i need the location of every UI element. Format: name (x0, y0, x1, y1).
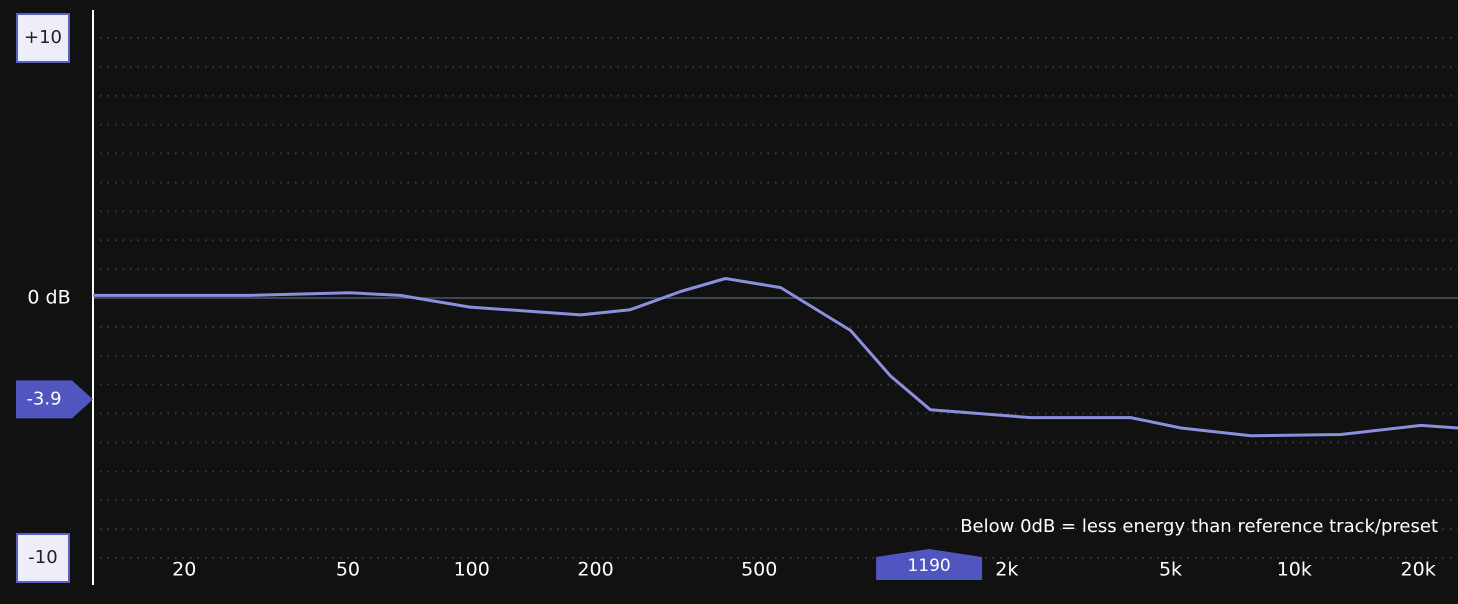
x-tick-label: 50 (336, 559, 360, 581)
x-tick-label: 200 (577, 559, 613, 581)
x-tick-label: 20k (1401, 559, 1436, 581)
annotation: Below 0dB = less energy than reference t… (960, 516, 1438, 537)
x-tick-label: 100 (454, 559, 490, 581)
x-tick-label: 500 (741, 559, 777, 581)
x-tick-label: 10k (1277, 559, 1312, 581)
y-tick-box (16, 13, 70, 63)
cursor-x-label: 1190 (907, 556, 950, 576)
x-tick-label: 2k (995, 559, 1018, 581)
y-tick-label: 0 dB (27, 287, 70, 309)
cursor-x-badge (876, 549, 983, 580)
y-tick-label: +10 (24, 27, 62, 48)
y-tick-label: -10 (28, 547, 57, 568)
eq-curve (93, 277, 1458, 438)
x-tick-label: 5k (1159, 559, 1182, 581)
cursor-y-label: -3.9 (26, 388, 61, 409)
y-tick-box (16, 533, 70, 583)
cursor-y-badge (16, 380, 93, 419)
x-tick-label: 20 (172, 559, 196, 581)
